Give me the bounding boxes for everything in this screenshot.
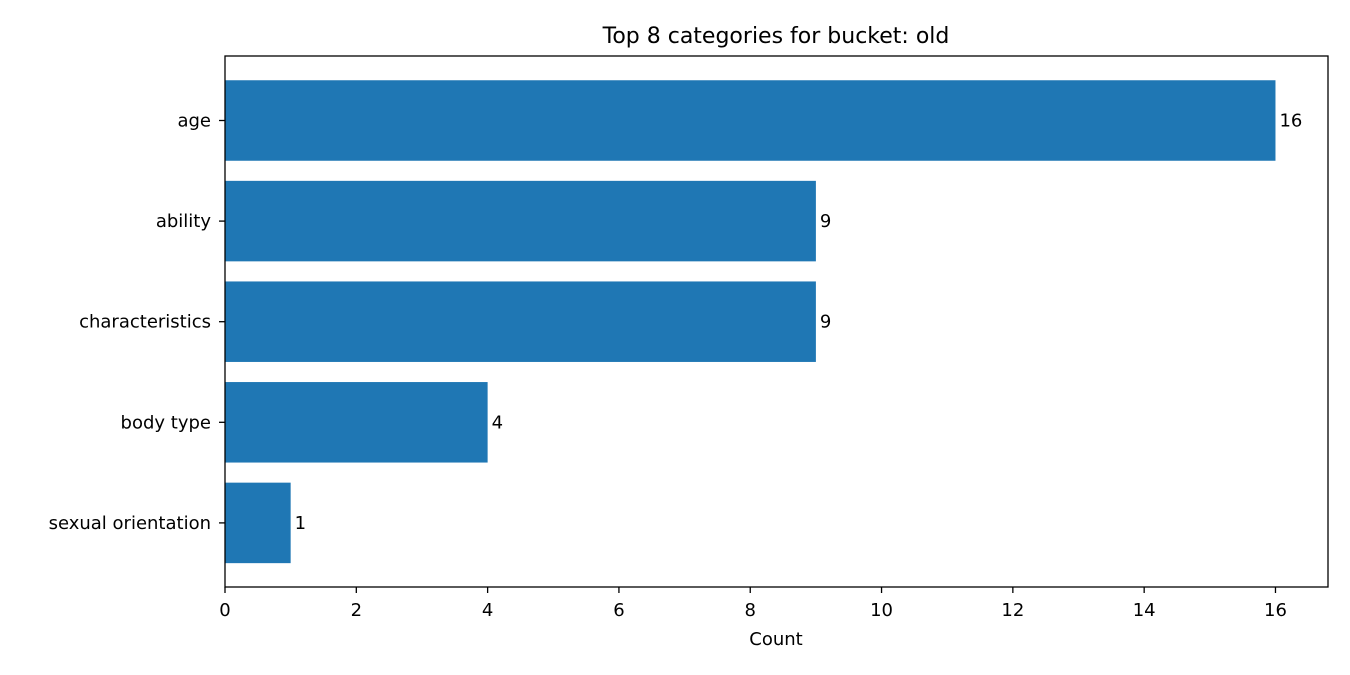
y-tick-label-ability: ability — [156, 211, 212, 232]
bar-age — [225, 80, 1276, 161]
plot-frame — [224, 55, 1329, 588]
y-tick-label-age: age — [177, 111, 211, 132]
bars-group — [225, 80, 1276, 564]
y-tick-label-sexual-orientation: sexual orientation — [49, 513, 211, 534]
x-tick-label: 0 — [219, 600, 230, 621]
data-label-sexual-orientation: 1 — [295, 513, 306, 534]
data-labels-group: 16 9 9 4 1 — [295, 111, 1303, 534]
data-label-age: 16 — [1279, 111, 1302, 132]
x-axis-label: Count — [749, 629, 802, 650]
x-tick-label: 12 — [1001, 600, 1024, 621]
bar-ability — [225, 180, 816, 262]
x-tick-label: 4 — [482, 600, 493, 621]
x-tick-label: 2 — [351, 600, 362, 621]
data-label-body-type: 4 — [492, 412, 503, 433]
x-tick-label: 8 — [745, 600, 756, 621]
chart-title: Top 8 categories for bucket: old — [602, 24, 950, 49]
x-tick-label: 16 — [1264, 600, 1287, 621]
data-label-characteristics: 9 — [820, 312, 831, 333]
bar-body-type — [225, 382, 488, 463]
x-axis: 0 2 4 6 8 10 12 14 16 — [219, 587, 1287, 621]
y-tick-label-body-type: body type — [121, 412, 211, 433]
x-tick-label: 10 — [870, 600, 893, 621]
bar-characteristics — [225, 281, 816, 362]
bar-sexual-orientation — [225, 482, 291, 564]
x-tick-label: 6 — [613, 600, 624, 621]
x-tick-label: 14 — [1133, 600, 1156, 621]
y-axis: age ability characteristics body type sexual… — [49, 111, 225, 534]
data-label-ability: 9 — [820, 211, 831, 232]
y-tick-label-characteristics: characteristics — [79, 312, 211, 333]
